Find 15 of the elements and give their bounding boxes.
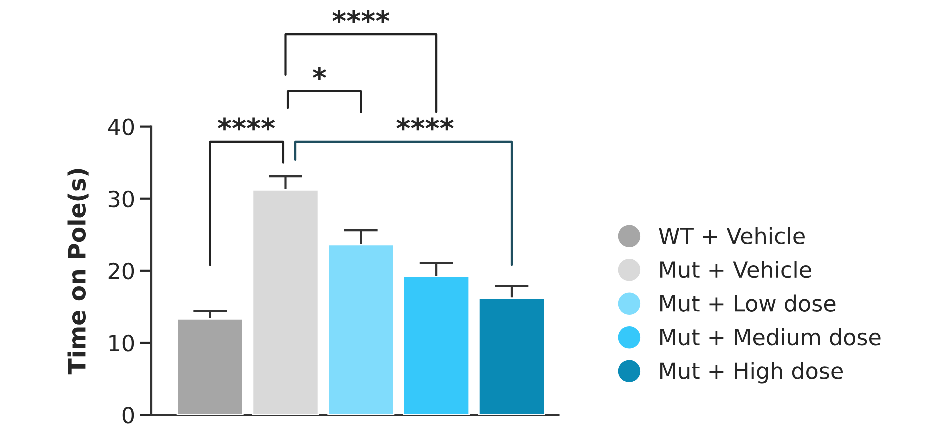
legend-label: Mut + Medium dose [660, 328, 881, 346]
y-tick-label: 30 [108, 190, 134, 208]
legend-label: WT + Vehicle [659, 227, 805, 245]
y-axis-title: Time on Pole(s) [68, 169, 89, 375]
annotation: **** [218, 118, 276, 131]
legend-label: Mut + Vehicle [660, 261, 812, 278]
y-tick-label: 0 [122, 406, 134, 424]
y-tick-label: 10 [110, 334, 134, 352]
y-tick-label: 20 [108, 262, 134, 280]
legend-label: Mut + High dose [660, 362, 843, 384]
annotation: **** [396, 118, 454, 131]
text: **** [332, 10, 390, 24]
legend-label: Mut + Low dose [660, 294, 836, 312]
text: * [312, 67, 326, 80]
y-tick-label: 40 [108, 118, 134, 136]
